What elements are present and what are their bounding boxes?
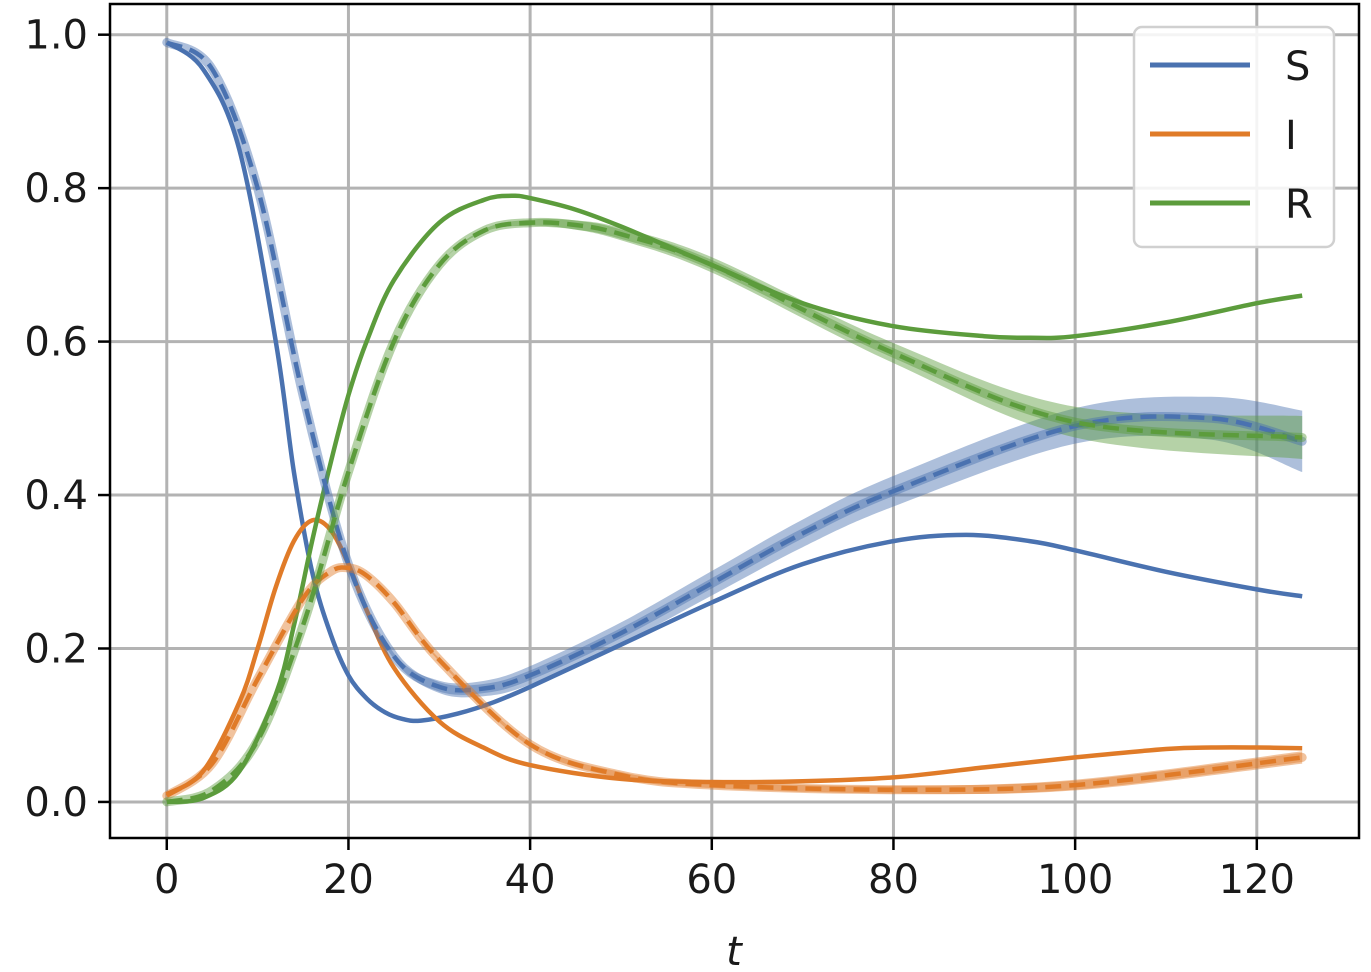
legend: SIR bbox=[1132, 25, 1336, 249]
x-tick-label: 120 bbox=[1219, 857, 1295, 903]
legend-label-S: S bbox=[1285, 44, 1310, 90]
series-line-R bbox=[166, 193, 1303, 805]
x-tick-label: 40 bbox=[505, 857, 556, 903]
series-line-S bbox=[165, 40, 1303, 724]
series-band-3 bbox=[166, 42, 1303, 698]
y-tick-label: 0.8 bbox=[24, 166, 88, 212]
x-tick-label: 60 bbox=[686, 857, 737, 903]
y-tick-label: 1.0 bbox=[24, 13, 88, 59]
series-shadow-4 bbox=[162, 562, 1307, 801]
y-tick-label: 0.2 bbox=[24, 626, 88, 672]
y-tick-label: 0.4 bbox=[24, 473, 88, 519]
series-line-dashed-3 bbox=[165, 40, 1303, 693]
uncertainty-bands bbox=[166, 42, 1303, 802]
y-tick-label: 0.6 bbox=[24, 320, 88, 366]
legend-box bbox=[1132, 25, 1336, 249]
x-tick-label: 80 bbox=[868, 857, 919, 903]
series-lines bbox=[162, 37, 1307, 807]
legend-label-I: I bbox=[1285, 113, 1297, 159]
x-axis-label: t bbox=[726, 929, 743, 972]
legend-label-R: R bbox=[1285, 182, 1313, 228]
series-shadow-5 bbox=[162, 217, 1307, 807]
x-tick-label: 100 bbox=[1037, 857, 1113, 903]
series-line-I bbox=[165, 517, 1303, 797]
x-tick-label: 20 bbox=[323, 857, 374, 903]
axis-ticks: 0 20 40 60 80 100 120 0.0 0.2 0.4 0.6 0.8 1.0 bbox=[24, 13, 1295, 903]
series-line-dashed-4 bbox=[165, 565, 1303, 798]
y-tick-label: 0.0 bbox=[24, 780, 88, 826]
series-band-4 bbox=[166, 567, 1303, 796]
series-line-dashed-5 bbox=[166, 220, 1303, 805]
x-tick-label: 0 bbox=[154, 857, 179, 903]
plot-frame bbox=[108, 2, 1361, 840]
